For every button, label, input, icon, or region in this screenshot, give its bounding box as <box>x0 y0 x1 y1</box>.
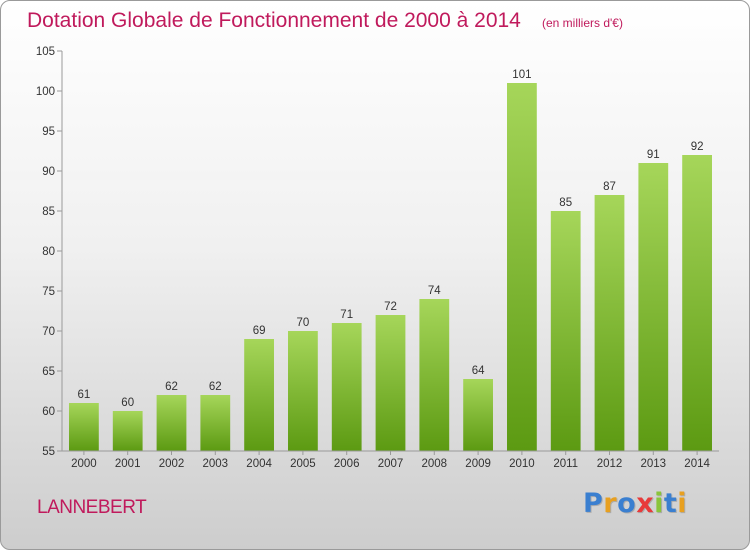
data-label-2006: 71 <box>340 309 353 321</box>
x-tick-label-2002: 2002 <box>159 458 185 470</box>
y-axis: 55 60 65 70 75 80 85 90 95 100 105 <box>36 46 63 458</box>
bars: 61 60 62 62 69 70 71 72 74 64 101 85 87 91 92 <box>69 69 712 451</box>
y-tick-label: 105 <box>36 46 55 58</box>
data-label-2003: 62 <box>209 381 222 393</box>
x-tick-label-2011: 2011 <box>553 458 578 470</box>
x-tick-label-2001: 2001 <box>115 458 141 470</box>
chart-subtitle: (en milliers d'€) <box>542 16 623 30</box>
bar-2000 <box>69 403 99 451</box>
data-label-2009: 64 <box>472 365 485 377</box>
bar-2013 <box>638 163 669 451</box>
data-label-2007: 72 <box>384 301 397 313</box>
x-tick-label-2004: 2004 <box>246 458 272 470</box>
y-tick-label: 70 <box>42 326 55 338</box>
proxiti-logo: Proxiti <box>583 488 687 519</box>
logo-letter: P <box>583 488 604 519</box>
y-tick-label: 75 <box>42 286 55 298</box>
data-label-2004: 69 <box>253 325 266 337</box>
x-tick-label-2012: 2012 <box>597 458 623 470</box>
bar-2009 <box>463 379 493 451</box>
data-label-2011: 85 <box>559 197 572 209</box>
bar-2014 <box>682 155 712 451</box>
data-label-2013: 91 <box>647 149 660 161</box>
data-label-2001: 60 <box>121 397 134 409</box>
bar-2012 <box>594 195 625 451</box>
x-tick-label-2008: 2008 <box>422 458 448 470</box>
logo-letter: o <box>617 488 637 519</box>
bar-2006 <box>331 323 362 451</box>
bar-2001 <box>112 411 143 451</box>
logo-letter: i <box>654 488 664 519</box>
y-tick-label: 95 <box>42 126 55 138</box>
data-label-2012: 87 <box>603 181 616 193</box>
x-tick-label-2010: 2010 <box>509 458 535 470</box>
data-label-2008: 74 <box>428 285 441 297</box>
x-tick-label-2007: 2007 <box>378 458 404 470</box>
x-tick-label-2014: 2014 <box>684 458 710 470</box>
x-tick-label-2005: 2005 <box>290 458 316 470</box>
x-axis: 2000 2001 2002 2003 2004 2005 2006 2007 2008 2009… <box>62 450 719 470</box>
bar-2005 <box>288 331 318 451</box>
logo-letter: x <box>636 488 655 519</box>
logo-letter: t <box>663 488 678 519</box>
data-label-2010: 101 <box>512 69 531 81</box>
bar-2004 <box>244 339 274 451</box>
bar-2003 <box>200 395 231 451</box>
logo-letter: r <box>603 488 618 519</box>
x-tick-label-2003: 2003 <box>203 458 229 470</box>
chart-title: Dotation Globale de Fonctionnement de 20… <box>27 9 521 32</box>
data-label-2002: 62 <box>165 381 178 393</box>
data-label-2005: 70 <box>297 317 310 329</box>
y-tick-label: 85 <box>42 206 55 218</box>
bar-2011 <box>550 211 581 451</box>
bar-2002 <box>156 395 187 451</box>
bar-2008 <box>419 299 450 451</box>
y-tick-label: 65 <box>42 366 55 378</box>
y-tick-label: 60 <box>42 406 55 418</box>
y-tick-label: 90 <box>42 166 55 178</box>
x-tick-label-2006: 2006 <box>334 458 360 470</box>
commune-name: LANNEBERT <box>37 497 147 518</box>
y-tick-label: 100 <box>36 86 55 98</box>
data-label-2000: 61 <box>78 389 91 401</box>
logo-letter: i <box>677 488 688 519</box>
x-tick-label-2009: 2009 <box>465 458 491 470</box>
x-tick-label-2000: 2000 <box>71 458 97 470</box>
y-tick-label: 55 <box>42 446 55 458</box>
y-tick-label: 80 <box>42 246 55 258</box>
bar-2007 <box>375 315 406 451</box>
x-tick-label-2013: 2013 <box>641 458 667 470</box>
data-label-2014: 92 <box>691 141 704 153</box>
bar-2010 <box>507 83 537 451</box>
